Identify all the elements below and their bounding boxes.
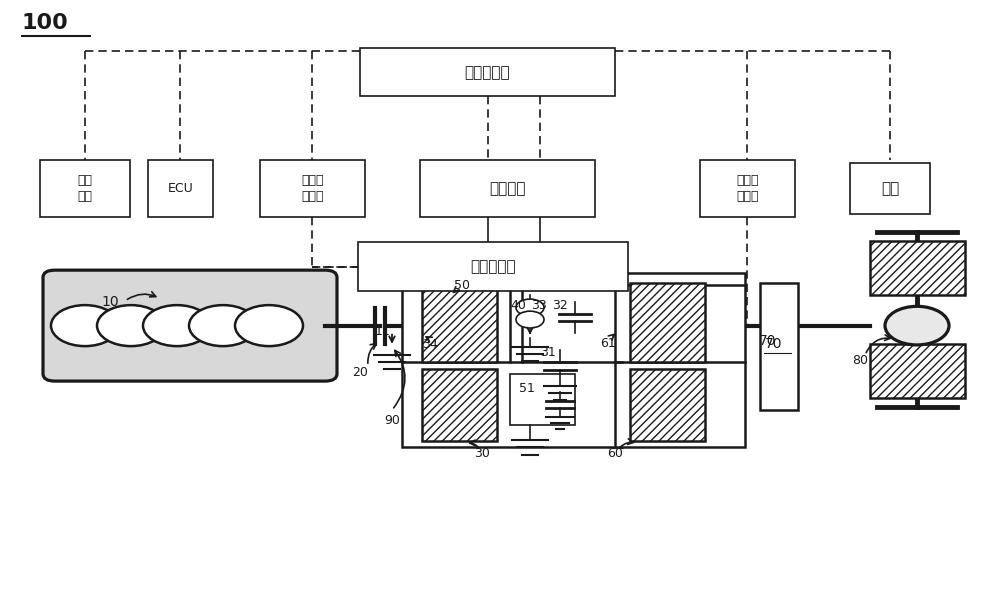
- Bar: [40, 160, 130, 217]
- Bar: [360, 48, 615, 96]
- Text: 离合器
控制器: 离合器 控制器: [301, 174, 324, 203]
- Bar: [870, 241, 965, 295]
- Bar: [700, 160, 795, 217]
- Text: 31: 31: [540, 346, 556, 359]
- Text: ECU: ECU: [168, 182, 193, 195]
- Text: 换挡
面板: 换挡 面板: [77, 174, 92, 203]
- Bar: [402, 273, 622, 447]
- Text: 34: 34: [422, 338, 438, 352]
- Circle shape: [189, 305, 257, 346]
- Bar: [148, 160, 213, 217]
- Text: 11: 11: [375, 325, 391, 338]
- Bar: [510, 374, 575, 425]
- Text: 30: 30: [474, 447, 490, 460]
- Text: 电机控制器: 电机控制器: [470, 259, 516, 274]
- Text: 90: 90: [384, 414, 400, 427]
- Text: 100: 100: [22, 13, 69, 33]
- Text: 整车控制器: 整车控制器: [465, 65, 510, 80]
- Text: 32: 32: [552, 299, 568, 312]
- Circle shape: [516, 299, 544, 316]
- Text: 变速器
控制器: 变速器 控制器: [736, 174, 759, 203]
- Bar: [420, 160, 595, 217]
- Bar: [422, 283, 497, 362]
- Circle shape: [885, 306, 949, 345]
- Bar: [850, 163, 930, 214]
- Bar: [630, 283, 705, 362]
- Text: 40: 40: [510, 299, 526, 312]
- Text: 80: 80: [852, 354, 868, 367]
- Bar: [422, 369, 497, 441]
- Text: 20: 20: [352, 365, 368, 379]
- Text: 60: 60: [607, 447, 623, 460]
- Circle shape: [235, 305, 303, 346]
- Text: 70: 70: [765, 336, 783, 351]
- Bar: [870, 344, 965, 398]
- Text: 50: 50: [454, 279, 470, 292]
- Circle shape: [143, 305, 211, 346]
- Bar: [260, 160, 365, 217]
- Bar: [630, 369, 705, 441]
- Text: 仪表: 仪表: [881, 181, 899, 196]
- Text: 33: 33: [531, 299, 547, 312]
- Bar: [760, 283, 798, 410]
- Text: 70: 70: [759, 333, 777, 348]
- Text: 10: 10: [101, 294, 119, 309]
- Text: 储能装置: 储能装置: [489, 181, 526, 196]
- Bar: [358, 242, 628, 291]
- Text: 61: 61: [600, 337, 616, 350]
- Circle shape: [97, 305, 165, 346]
- Circle shape: [516, 311, 544, 328]
- Circle shape: [51, 305, 119, 346]
- Bar: [615, 273, 745, 447]
- FancyBboxPatch shape: [43, 270, 337, 381]
- Text: 51: 51: [519, 382, 535, 396]
